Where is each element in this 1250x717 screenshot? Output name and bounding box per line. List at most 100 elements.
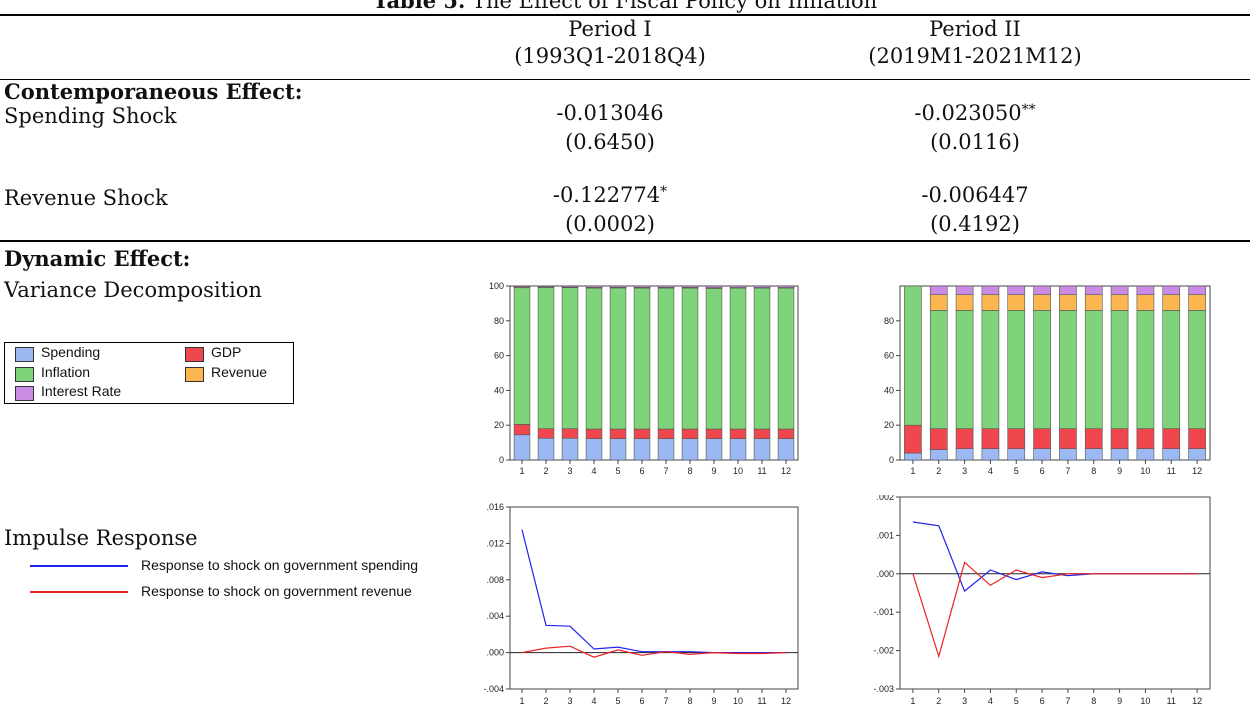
period1-range: (1993Q1-2018Q4) <box>514 44 706 68</box>
vd-p1-bar-segment <box>657 438 675 461</box>
ir-p1-frame <box>509 506 799 690</box>
vd-p1-bar-segment <box>705 438 723 461</box>
vd-p1-bar-segment <box>657 428 675 439</box>
vd-p1-ytick-label: 80 <box>494 316 504 326</box>
ir-p2-xtick-label: 11 <box>1167 696 1176 706</box>
period2-range: (2019M1-2021M12) <box>868 44 1082 68</box>
spending-p2-pvalue: (0.0116) <box>930 130 1020 154</box>
vd-p2-xtick-label: 12 <box>1192 466 1202 476</box>
vd-p2-bar-segment <box>1059 294 1077 311</box>
ir-legend-spending: Response to shock on government spending <box>141 557 419 573</box>
vd-p2-bar-segment <box>1059 428 1077 449</box>
vd-p1-bar-segment <box>705 428 723 439</box>
ir-p2-ytick-label: -.003 <box>873 684 894 694</box>
vd-p2-bar-segment <box>929 449 948 461</box>
vd-p2-bar-segment <box>1162 285 1181 295</box>
dynamic-heading: Dynamic Effect: <box>4 246 191 271</box>
vd-p1-bar-segment <box>753 285 771 288</box>
vd-p1-bar-segment <box>513 285 531 288</box>
vd-p1-xtick-label: 2 <box>543 466 548 476</box>
ir-p2-xtick-label: 7 <box>1065 696 1070 706</box>
vd-p2-bar-segment <box>1110 428 1129 449</box>
period2-name: Period II <box>929 17 1021 41</box>
vd-p2-xtick-label: 4 <box>988 466 993 476</box>
vd-p1-bar-segment <box>513 434 531 461</box>
vd-p2-bar-segment <box>1136 294 1155 311</box>
vd-p2-bar-segment <box>1084 428 1103 449</box>
ir-p1-xtick-label: 5 <box>615 696 620 706</box>
vd-p1-bar-segment <box>753 428 771 439</box>
vd-p1-bar-segment <box>537 428 555 439</box>
vd-p2-bar-segment <box>1162 448 1181 461</box>
vd-p2-xtick-label: 10 <box>1140 466 1150 476</box>
vd-p2-bar-segment <box>904 424 922 454</box>
ir-p1-ytick-label: .004 <box>486 611 504 621</box>
ir-p2-ytick-label: .000 <box>876 569 894 579</box>
ir-p1-xtick-label: 7 <box>663 696 668 706</box>
vd-p1-bar-segment <box>681 285 699 288</box>
vd-p2-bar-segment <box>1162 294 1181 311</box>
ir-p2-xtick-label: 2 <box>936 696 941 706</box>
vd-p1-bar-segment <box>753 287 771 430</box>
legend-swatch-spending <box>15 347 34 362</box>
vd-p2-bar-segment <box>955 294 974 311</box>
vd-p2-bar-segment <box>1110 285 1129 295</box>
vd-p1-bar-segment <box>681 428 699 439</box>
vd-p1-bar-segment <box>609 285 627 288</box>
vd-p1-bar-segment <box>633 438 651 461</box>
legend-swatch-gdp <box>185 347 204 362</box>
revenue-p2-cell: -0.006447 (0.4192) <box>835 178 1115 239</box>
vd-p1-xtick-label: 6 <box>639 466 644 476</box>
vd-p2-bar-segment <box>981 285 1000 295</box>
vd-p2-bar-segment <box>1136 285 1155 295</box>
spending-p2-star: ** <box>1021 102 1036 118</box>
spending-shock-label: Spending Shock <box>4 104 177 128</box>
ir-p2-xtick-label: 3 <box>962 696 967 706</box>
ir-p2-xtick-label: 4 <box>988 696 993 706</box>
vd-p2-xtick-label: 5 <box>1014 466 1019 476</box>
vd-p2-bar-segment <box>955 428 974 449</box>
ir-p2-xtick-label: 5 <box>1014 696 1019 706</box>
vd-p1-bar-segment <box>561 428 579 439</box>
vd-p2-frame <box>899 285 1211 461</box>
ir-p2-series-line <box>912 521 1198 593</box>
vd-p1-bar-segment <box>585 285 603 288</box>
vd-p2-bar-segment <box>981 310 1000 429</box>
section-rule <box>0 240 1250 242</box>
vd-p1-bar-segment <box>657 287 675 430</box>
legend-spending: Spending <box>41 344 101 360</box>
vd-p2-xtick-label: 9 <box>1117 466 1122 476</box>
vd-p1-xtick-label: 8 <box>687 466 692 476</box>
spending-p1-cell: -0.013046 (0.6450) <box>470 96 750 157</box>
revenue-p1-coef: -0.122774 <box>552 183 661 207</box>
vd-p2-bar-segment <box>1033 294 1051 311</box>
vd-p2-bar-segment <box>1188 294 1206 311</box>
vd-p2-bar-segment <box>1188 428 1206 449</box>
ir-legend-lines <box>30 565 128 593</box>
vd-p2-bar-segment <box>1007 448 1026 461</box>
vd-p2-ytick-label: 0 <box>889 455 894 465</box>
ir-p2-xtick-label: 10 <box>1140 696 1150 706</box>
vd-p2-ytick-label: 20 <box>884 420 894 430</box>
vd-p1-bar-segment <box>609 438 627 461</box>
vd-p2-xtick-label: 6 <box>1040 466 1045 476</box>
vd-p1-bar-segment <box>729 285 747 288</box>
vd-p1-bar-segment <box>777 438 795 461</box>
vd-p2-bar-segment <box>1059 285 1077 295</box>
vd-p1-bar-segment <box>609 287 627 430</box>
ir-p2-ytick-label: .001 <box>876 530 894 540</box>
ir-p1-xtick-label: 6 <box>639 696 644 706</box>
vd-p2-bar-segment <box>929 285 948 295</box>
vd-p2-bar-segment <box>1136 428 1155 449</box>
vd-p1-bar-segment <box>513 424 531 436</box>
vd-p2-bar-segment <box>1162 310 1181 429</box>
vd-p1-bar-segment <box>609 428 627 439</box>
spending-p1-coef: -0.013046 <box>556 101 664 125</box>
revenue-p2-pvalue: (0.4192) <box>930 212 1020 236</box>
vd-p2-bar-segment <box>1084 310 1103 429</box>
ir-p1-ytick-label: .000 <box>486 648 504 658</box>
ir-p2-xtick-label: 8 <box>1091 696 1096 706</box>
vd-p1-bar-segment <box>705 288 723 430</box>
